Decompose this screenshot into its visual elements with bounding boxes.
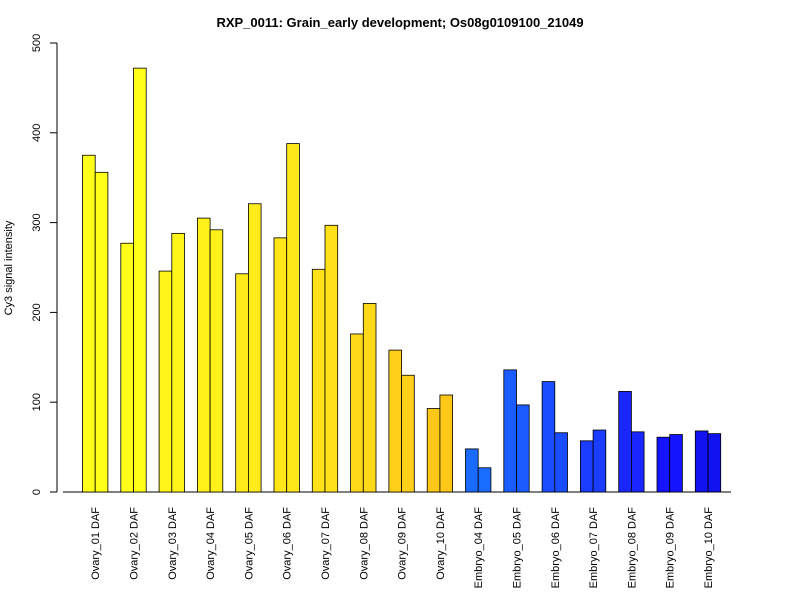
bar	[247, 203, 262, 493]
x-tick-label: Ovary_04 DAF	[205, 507, 217, 580]
bar	[401, 374, 415, 493]
bars	[82, 67, 722, 493]
bar	[196, 217, 211, 493]
x-tick-label: Ovary_05 DAF	[243, 507, 255, 580]
bar	[362, 303, 377, 493]
x-tick-label: Embryo_05 DAF	[512, 507, 524, 589]
bar	[324, 224, 339, 493]
bar	[235, 273, 249, 493]
bar	[503, 369, 517, 493]
bar	[669, 434, 683, 493]
x-tick-label: Ovary_03 DAF	[167, 507, 179, 580]
bar	[656, 436, 671, 493]
y-tick-label: 300	[31, 213, 43, 231]
bar	[350, 333, 364, 493]
y-axis: 0 100 200 300 400 500	[31, 34, 58, 495]
bar	[516, 404, 530, 493]
x-tick-label: Ovary_10 DAF	[435, 507, 447, 580]
chart-title: RXP_0011: Grain_early development; Os08g…	[216, 15, 583, 30]
bar	[209, 229, 224, 493]
bar	[541, 381, 556, 493]
x-tick-label: Ovary_07 DAF	[320, 507, 332, 580]
y-axis-label: Cy3 signal intensity	[3, 220, 15, 315]
y-tick-label: 200	[31, 303, 43, 321]
x-tick-label: Embryo_08 DAF	[626, 507, 638, 589]
bar	[465, 448, 479, 493]
x-tick-label: Embryo_07 DAF	[588, 507, 600, 589]
bar	[133, 67, 147, 493]
bar	[618, 391, 632, 493]
x-tick-label: Ovary_06 DAF	[282, 507, 294, 580]
x-tick-label: Ovary_01 DAF	[90, 507, 102, 580]
bar	[554, 432, 568, 493]
bar	[311, 268, 326, 493]
bar	[580, 440, 594, 493]
x-tick-label: Embryo_09 DAF	[665, 507, 677, 589]
bar	[273, 237, 288, 493]
x-tick-label: Ovary_09 DAF	[397, 507, 409, 580]
bar	[94, 171, 109, 493]
y-tick-label: 500	[31, 34, 43, 52]
bar	[120, 242, 134, 493]
x-tick-label: Ovary_08 DAF	[358, 507, 370, 580]
bar	[286, 143, 300, 493]
y-tick-label: 100	[31, 393, 43, 411]
bar	[631, 431, 645, 493]
y-tick-label: 400	[31, 124, 43, 142]
bar	[439, 394, 453, 493]
bar	[592, 429, 607, 493]
bar	[82, 154, 96, 493]
y-tick-label: 0	[31, 489, 43, 495]
bar	[426, 408, 441, 493]
bar	[158, 270, 173, 493]
x-tick-label: Ovary_02 DAF	[129, 507, 141, 580]
bar	[477, 467, 492, 493]
bar	[171, 232, 185, 493]
x-tick-labels: Ovary_01 DAF Ovary_02 DAF Ovary_03 DAF Ovar…	[90, 507, 715, 589]
bar	[694, 430, 709, 493]
x-tick-label: Embryo_10 DAF	[703, 507, 715, 589]
bar	[388, 349, 402, 493]
bar	[707, 433, 722, 493]
x-tick-label: Embryo_06 DAF	[550, 507, 562, 589]
x-tick-label: Embryo_04 DAF	[473, 507, 485, 589]
